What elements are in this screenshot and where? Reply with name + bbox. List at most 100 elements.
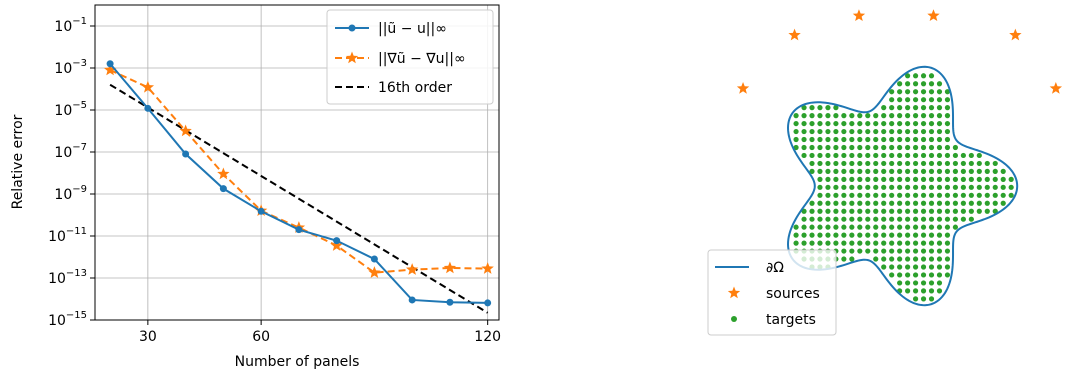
target-point (809, 120, 815, 127)
target-point (920, 73, 927, 79)
y-tick-exponent: −1 (72, 16, 87, 27)
target-point (801, 232, 807, 238)
legend-marker-targets (731, 316, 737, 322)
target-point (889, 224, 895, 230)
target-point (873, 176, 879, 182)
target-point (897, 176, 903, 182)
target-point (809, 216, 815, 222)
target-point (912, 73, 919, 79)
target-point (944, 97, 951, 103)
target-point (920, 81, 927, 87)
target-point (976, 168, 982, 174)
series-point (446, 298, 454, 306)
target-point (905, 248, 911, 254)
target-point (873, 256, 879, 262)
target-point (873, 136, 879, 143)
target-point (897, 128, 903, 135)
target-point (976, 184, 982, 190)
series-point (182, 150, 190, 158)
target-point (920, 200, 927, 206)
target-point (912, 248, 919, 254)
target-point (897, 216, 903, 222)
target-point (968, 192, 974, 198)
target-point (817, 152, 823, 159)
target-point (968, 216, 974, 222)
target-point (825, 168, 831, 174)
y-tick-exponent: −5 (72, 100, 87, 111)
target-point (944, 184, 951, 190)
target-point (849, 200, 855, 206)
target-point (897, 208, 903, 214)
target-point (849, 113, 855, 119)
target-point (944, 256, 951, 262)
target-point (936, 89, 943, 95)
target-point (841, 240, 847, 246)
target-point (833, 192, 839, 198)
target-point (833, 224, 839, 230)
y-tick-exponent: −9 (72, 184, 87, 195)
target-point (1000, 192, 1006, 198)
target-point (817, 200, 823, 206)
y-tick-base: 10 (48, 271, 66, 287)
target-point (928, 240, 935, 246)
source-point (788, 28, 801, 41)
series-point (219, 185, 227, 193)
target-point (960, 200, 966, 206)
target-point (992, 208, 998, 214)
target-point (897, 160, 903, 167)
target-point (841, 192, 847, 198)
target-point (992, 160, 998, 167)
target-point (936, 224, 943, 230)
y-tick-exponent: −13 (66, 268, 87, 279)
target-point (897, 97, 903, 103)
target-point (849, 224, 855, 230)
target-point (912, 144, 919, 151)
domain-legend-frame (707, 249, 837, 336)
target-point (865, 232, 871, 238)
target-point (817, 128, 823, 135)
target-point (928, 128, 935, 135)
target-point (809, 128, 815, 135)
target-point (865, 160, 871, 167)
series-point (370, 255, 378, 263)
target-point (920, 176, 927, 182)
target-point (857, 168, 863, 174)
target-point (889, 168, 895, 174)
target-point (952, 160, 959, 167)
legend-marker-error (348, 24, 356, 32)
target-point (928, 89, 935, 95)
target-point (857, 120, 863, 127)
target-point (905, 160, 911, 167)
target-point (936, 288, 943, 294)
target-point (849, 176, 855, 182)
y-tick-base: 10 (54, 187, 72, 203)
target-point (968, 176, 974, 182)
target-point (912, 97, 919, 103)
target-point (952, 152, 959, 159)
target-point (952, 144, 959, 151)
y-tick-base: 10 (54, 145, 72, 161)
target-point (809, 232, 815, 238)
target-point (881, 105, 887, 111)
target-point (912, 200, 919, 206)
target-point (841, 152, 847, 159)
target-point (912, 224, 919, 230)
target-point (912, 113, 919, 119)
target-point (984, 208, 990, 214)
target-point (928, 120, 935, 127)
target-point (873, 200, 879, 206)
target-point (912, 160, 919, 167)
target-point (936, 120, 943, 127)
target-point (920, 224, 927, 230)
legend-label-error: ||ũ − u||∞ (378, 21, 447, 37)
target-point (897, 113, 903, 119)
target-point (897, 192, 903, 198)
target-point (984, 184, 990, 190)
target-point (912, 184, 919, 190)
target-point (928, 248, 935, 254)
target-point (881, 144, 887, 151)
target-point (833, 113, 839, 119)
target-point (928, 168, 935, 174)
target-point (912, 208, 919, 214)
